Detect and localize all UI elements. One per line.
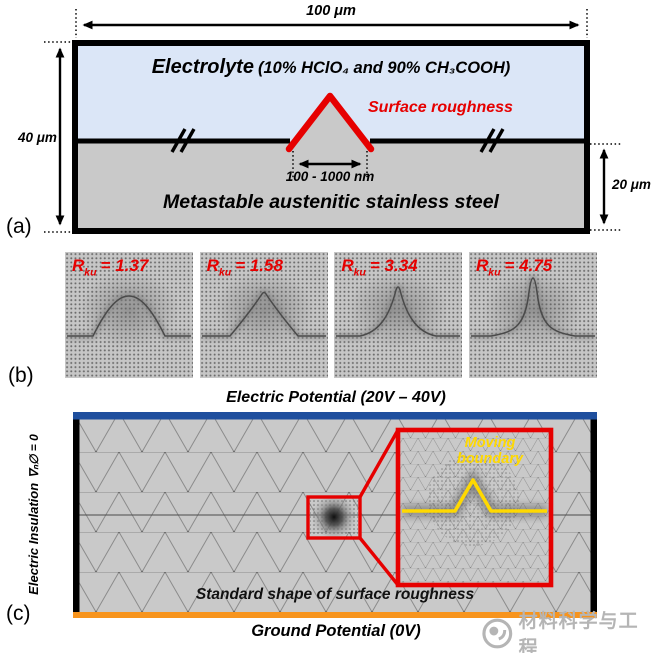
domain-border bbox=[72, 40, 590, 234]
ground-potential-label: Ground Potential (0V) bbox=[251, 622, 421, 640]
mesh-profile-curve bbox=[336, 283, 461, 340]
zoom-source-box bbox=[306, 495, 362, 540]
rku-label: Rku = 4.75 bbox=[475, 256, 553, 279]
fem-domain bbox=[73, 412, 597, 618]
ground-potential-boundary bbox=[73, 612, 597, 618]
mesh-profile-curve bbox=[470, 274, 595, 340]
mesh-image-rku-1.58: Rku = 1.58 bbox=[199, 252, 328, 378]
insulation-equation: ∇ₙ∅ = 0 bbox=[27, 434, 41, 478]
rku-label: Rku = 1.37 bbox=[72, 256, 149, 279]
dim-arrow-height bbox=[44, 41, 72, 233]
dim-arrow-roughness bbox=[292, 151, 368, 179]
electric-insulation-label: Electric Insulation∇ₙ∅ = 0 bbox=[26, 434, 41, 595]
steel-label: Metastable austenitic stainless steel bbox=[163, 191, 499, 213]
break-mark-left bbox=[170, 128, 196, 153]
dim-arrow-steel-depth bbox=[590, 143, 622, 231]
moving-boundary-label: Moving boundary bbox=[456, 435, 524, 468]
break-mark-right bbox=[479, 128, 505, 153]
mesh-profile-curve bbox=[67, 292, 191, 340]
electrolyte-composition: (10% HClO₄ and 90% CH₃COOH) bbox=[257, 59, 511, 77]
standard-shape-label: Standard shape of surface roughness bbox=[195, 586, 475, 603]
mesh-image-rku-4.75: Rku = 4.75 bbox=[468, 252, 597, 378]
left-wall bbox=[73, 419, 80, 612]
panel-b-tag: (b) bbox=[8, 364, 34, 387]
zoom-inset bbox=[395, 427, 554, 588]
dim-label-height: 40 μm bbox=[18, 130, 57, 145]
dim-label-width: 100 μm bbox=[306, 3, 356, 19]
dim-label-roughness: 100 - 1000 nm bbox=[285, 169, 375, 184]
mesh-gallery: Rku = 1.37 Rku = 1.58 Rku = 3.34 bbox=[65, 252, 597, 378]
watermark-logo-icon bbox=[482, 618, 513, 648]
mesh-image-rku-3.34: Rku = 3.34 bbox=[334, 252, 463, 378]
rku-label: Rku = 1.58 bbox=[206, 256, 283, 279]
dim-label-steel-depth: 20 μm bbox=[612, 177, 651, 192]
watermark-text: 材料科学与工程 bbox=[518, 611, 639, 653]
moving-boundary-line bbox=[402, 478, 547, 513]
electric-potential-label: Electric Potential (20V – 40V) bbox=[226, 389, 446, 406]
electrolyte-name: Electrolyte bbox=[151, 56, 254, 78]
panel-a-tag: (a) bbox=[6, 215, 32, 238]
panel-a-schematic bbox=[44, 9, 622, 234]
electrolyte-label: Electrolyte (10% HClO₄ and 90% CH₃COOH) bbox=[83, 56, 579, 79]
mesh-profile-curve bbox=[201, 289, 326, 340]
dim-arrow-width bbox=[75, 9, 588, 38]
steel-region bbox=[77, 141, 585, 229]
rku-label: Rku = 3.34 bbox=[341, 256, 418, 279]
surface-roughness-triangle bbox=[285, 92, 375, 153]
electric-potential-boundary bbox=[73, 412, 597, 420]
right-wall bbox=[590, 419, 597, 612]
mesh-image-rku-1.37: Rku = 1.37 bbox=[65, 252, 193, 378]
watermark: 材料科学与工程 bbox=[481, 606, 657, 653]
surface-roughness-label: Surface roughness bbox=[368, 99, 513, 116]
refined-mesh-spot bbox=[310, 495, 358, 539]
zoom-connector-lines bbox=[358, 429, 400, 587]
panel-c-tag: (c) bbox=[6, 602, 31, 625]
